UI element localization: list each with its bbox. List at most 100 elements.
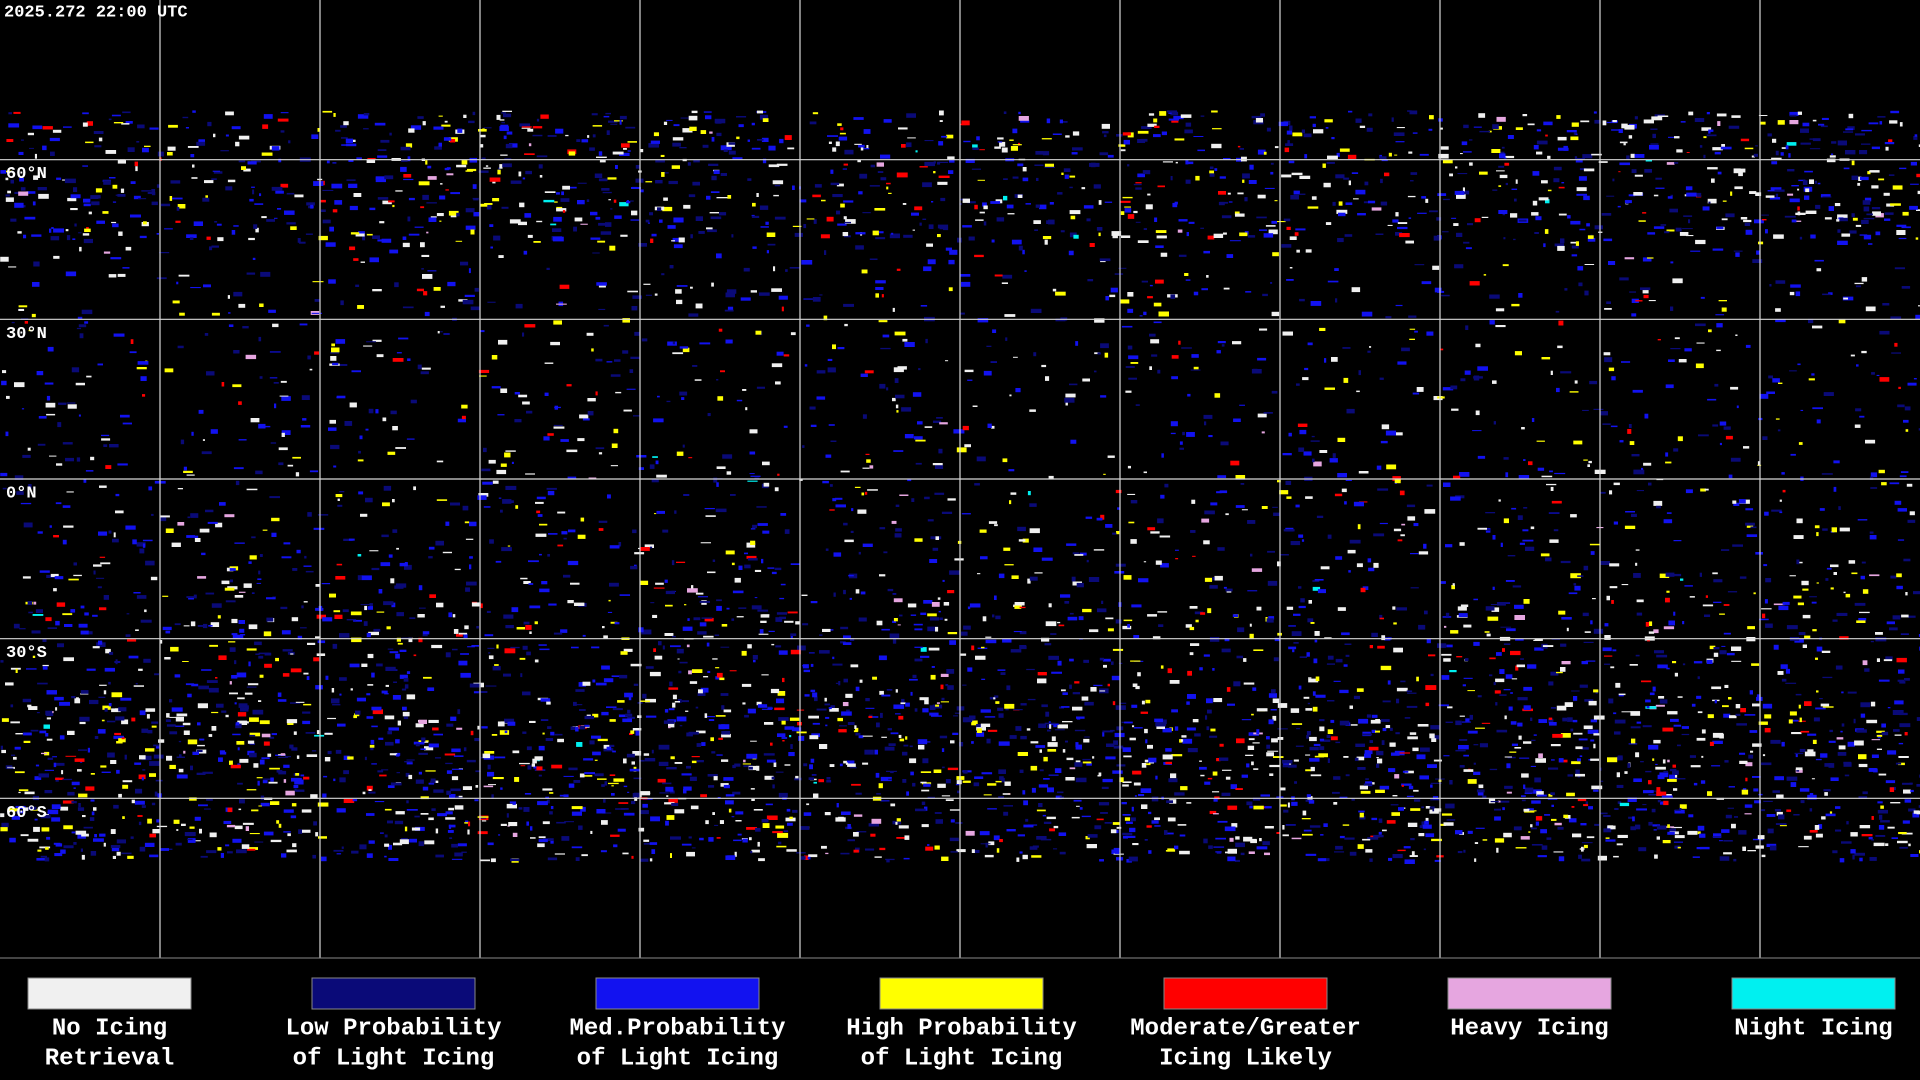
icing-speck: [813, 219, 817, 224]
icing-speck: [1545, 557, 1552, 562]
icing-speck: [417, 116, 424, 119]
icing-speck: [1273, 657, 1279, 662]
icing-speck: [424, 741, 429, 743]
icing-speck: [368, 840, 375, 844]
icing-speck: [456, 795, 463, 799]
icing-speck: [1506, 763, 1511, 769]
icing-speck: [939, 617, 943, 620]
icing-speck: [1153, 118, 1158, 123]
icing-speck: [947, 632, 958, 635]
icing-speck: [147, 192, 154, 194]
icing-speck: [1797, 211, 1801, 216]
icing-speck: [1884, 218, 1891, 221]
icing-speck: [91, 201, 100, 206]
icing-speck: [1770, 187, 1782, 191]
icing-speck: [355, 233, 365, 237]
icing-speck: [118, 793, 122, 798]
icing-speck: [1619, 162, 1630, 166]
icing-speck: [1822, 676, 1833, 679]
icing-speck: [1482, 839, 1488, 841]
icing-speck: [539, 648, 550, 651]
icing-speck: [1221, 215, 1232, 219]
icing-speck: [1705, 595, 1708, 598]
icing-speck: [1879, 377, 1890, 382]
icing-speck: [1883, 192, 1890, 196]
icing-speck: [1075, 744, 1082, 750]
icing-speck: [335, 339, 346, 344]
icing-speck: [1388, 768, 1396, 773]
icing-speck: [1279, 490, 1289, 495]
icing-speck: [678, 237, 685, 243]
icing-speck: [465, 538, 474, 540]
icing-speck: [756, 701, 762, 706]
icing-speck: [1069, 658, 1074, 662]
icing-speck: [18, 305, 28, 308]
icing-speck: [917, 421, 923, 425]
icing-speck: [760, 614, 770, 618]
icing-speck: [1314, 639, 1318, 643]
icing-speck: [268, 309, 276, 313]
icing-speck: [248, 661, 251, 667]
icing-speck: [1731, 660, 1742, 662]
icing-speck: [149, 833, 156, 838]
icing-speck: [528, 560, 539, 563]
icing-speck: [1191, 499, 1196, 504]
icing-speck: [1769, 845, 1777, 851]
icing-speck: [211, 312, 220, 316]
icing-speck: [1401, 783, 1412, 786]
icing-speck: [6, 170, 12, 173]
icing-speck: [1589, 380, 1598, 385]
icing-speck: [1050, 633, 1057, 635]
icing-speck: [217, 237, 224, 242]
icing-speck: [428, 546, 435, 550]
icing-speck: [1499, 669, 1505, 674]
icing-speck: [803, 298, 813, 300]
icing-speck: [1900, 633, 1909, 635]
icing-speck: [1263, 151, 1267, 155]
icing-speck: [406, 694, 416, 700]
icing-speck: [1342, 824, 1350, 826]
icing-speck: [1904, 406, 1911, 411]
icing-speck: [1096, 517, 1103, 521]
icing-speck: [271, 517, 280, 522]
icing-speck: [1296, 383, 1300, 386]
icing-speck: [1523, 459, 1526, 461]
icing-speck: [613, 844, 618, 848]
icing-speck: [1022, 249, 1025, 255]
icing-speck: [1039, 204, 1047, 210]
icing-speck: [938, 161, 949, 163]
icing-speck: [138, 668, 143, 671]
icing-speck: [1127, 308, 1134, 313]
icing-speck: [857, 159, 861, 163]
icing-speck: [1795, 769, 1803, 773]
icing-speck: [1398, 807, 1404, 811]
icing-speck: [756, 506, 767, 508]
icing-speck: [1292, 132, 1303, 137]
icing-speck: [686, 644, 690, 648]
icing-speck: [1537, 467, 1545, 471]
icing-speck: [962, 198, 970, 203]
icing-speck: [1299, 193, 1306, 195]
icing-speck: [1884, 142, 1895, 145]
icing-speck: [1551, 759, 1555, 761]
icing-speck: [1085, 516, 1093, 519]
icing-speck: [389, 753, 398, 756]
icing-speck: [368, 408, 374, 414]
icing-speck: [1450, 385, 1458, 390]
icing-speck: [781, 737, 788, 739]
icing-speck: [1601, 213, 1612, 216]
icing-speck: [1634, 174, 1643, 177]
icing-speck: [501, 112, 506, 114]
icing-speck: [438, 142, 442, 147]
icing-speck: [413, 486, 416, 491]
icing-speck: [494, 664, 499, 666]
icing-speck: [49, 525, 52, 528]
icing-speck: [1052, 133, 1062, 135]
icing-speck: [523, 250, 528, 255]
icing-speck: [18, 789, 29, 792]
icing-speck: [186, 535, 195, 538]
icing-speck: [355, 284, 360, 287]
icing-speck: [1604, 663, 1611, 665]
icing-speck: [1397, 226, 1408, 230]
icing-speck: [1140, 711, 1148, 714]
